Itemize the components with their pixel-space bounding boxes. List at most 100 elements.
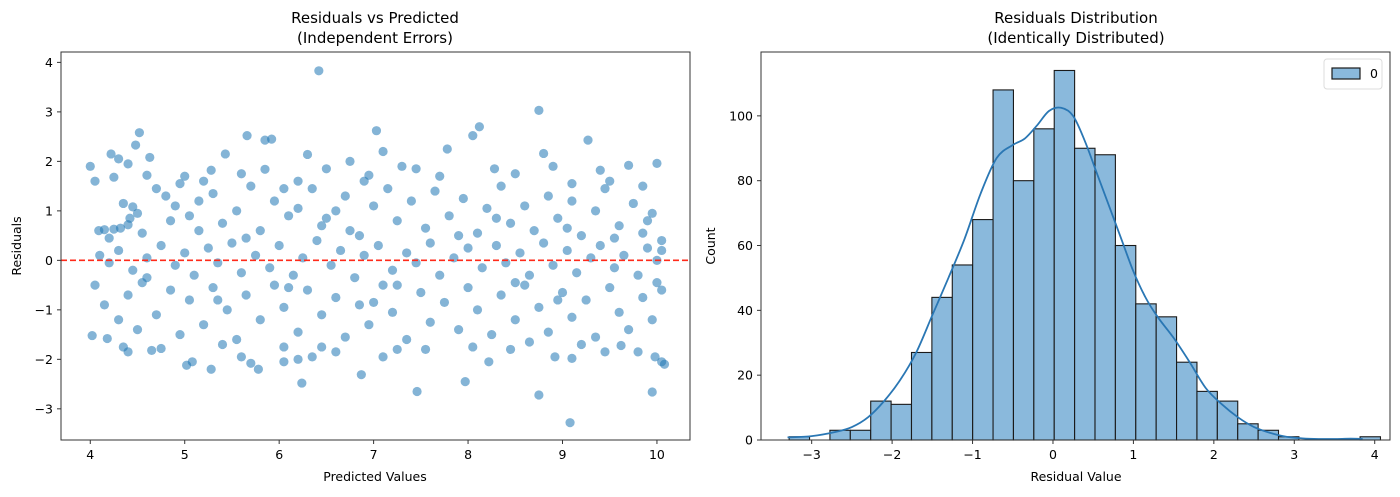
scatter-point: [156, 240, 166, 251]
scatter-point: [345, 226, 355, 236]
left-chart-title-line1: Residuals vs Predicted: [291, 9, 459, 27]
scatter-point: [534, 105, 544, 115]
scatter-point: [505, 218, 516, 228]
scatter-point: [657, 285, 667, 295]
y-tick-label: 4: [45, 55, 53, 70]
histogram-bar: [992, 89, 1014, 441]
x-tick-label: 3: [1290, 447, 1298, 462]
x-tick-label: 6: [275, 447, 283, 462]
scatter-point: [307, 352, 317, 362]
scatter-point: [242, 131, 252, 141]
x-tick-label: 0: [1049, 447, 1057, 462]
scatter-point: [213, 295, 223, 305]
left-x-axis-ticks: 4 5 6 7 8 9 10: [86, 440, 665, 462]
scatter-point: [359, 176, 369, 186]
y-tick-label: −3: [35, 401, 53, 416]
histogram-bar: [1033, 128, 1055, 441]
scatter-point: [460, 377, 470, 387]
scatter-point: [510, 315, 520, 325]
scatter-point: [624, 325, 634, 335]
scatter-point: [557, 287, 568, 298]
histogram-bar: [1012, 180, 1035, 441]
scatter-point: [642, 216, 653, 226]
scatter-point: [331, 292, 341, 303]
scatter-point: [567, 353, 577, 363]
histogram-bars: [788, 69, 1382, 441]
scatter-point: [553, 213, 563, 223]
scatter-point: [484, 357, 494, 367]
scatter-point: [359, 250, 369, 261]
scatter-point: [562, 245, 572, 256]
scatter-point: [269, 196, 280, 206]
scatter-point: [151, 183, 161, 194]
scatter-point: [576, 231, 586, 241]
scatter-point: [331, 347, 341, 357]
scatter-point: [145, 152, 155, 163]
scatter-point: [232, 206, 242, 216]
scatter-point: [354, 300, 365, 310]
legend: 0: [1323, 58, 1383, 90]
scatter-point: [227, 238, 237, 248]
scatter-point: [454, 325, 464, 335]
y-tick-label: 0: [45, 253, 53, 268]
scatter-point: [520, 201, 530, 211]
scatter-point: [125, 213, 135, 223]
scatter-point: [241, 233, 251, 243]
histogram-bar: [972, 219, 994, 441]
scatter-point: [505, 344, 516, 355]
scatter-point: [600, 183, 610, 194]
scatter-point: [284, 282, 294, 293]
scatter-point: [284, 211, 294, 221]
scatter-point: [496, 290, 506, 300]
scatter-point: [279, 302, 289, 312]
scatter-point: [317, 221, 327, 231]
left-chart-title-line2: (Independent Errors): [297, 29, 453, 47]
scatter-point: [548, 260, 558, 270]
scatter-point: [118, 198, 128, 209]
legend-entry-label: 0: [1370, 66, 1378, 81]
scatter-point: [489, 164, 500, 174]
right-x-axis-ticks: −3 −2 −1 0 1 2 3 4: [802, 440, 1379, 462]
legend-swatch-icon: [1331, 67, 1361, 80]
scatter-point: [321, 164, 331, 174]
x-tick-label: 4: [86, 447, 94, 462]
scatter-point: [297, 378, 307, 388]
scatter-point: [265, 263, 275, 273]
scatter-point: [491, 213, 501, 223]
scatter-point: [652, 278, 662, 288]
scatter-point: [633, 270, 643, 280]
scatter-point: [142, 170, 152, 180]
residuals-vs-predicted-chart: Residuals vs Predicted (Independent Erro…: [9, 9, 691, 484]
scatter-point: [114, 245, 124, 256]
scatter-point: [314, 66, 324, 76]
scatter-point: [581, 295, 591, 305]
x-tick-label: 1: [1129, 447, 1137, 462]
scatter-point: [194, 226, 204, 236]
scatter-point: [609, 233, 620, 243]
scatter-point: [638, 181, 648, 191]
y-tick-label: 0: [745, 433, 753, 448]
scatter-point: [340, 191, 350, 201]
scatter-point: [134, 128, 144, 138]
x-tick-label: 9: [559, 447, 567, 462]
scatter-point: [482, 203, 492, 213]
scatter-point: [539, 238, 549, 248]
scatter-point: [392, 280, 402, 290]
scatter-point: [468, 131, 478, 141]
scatter-point: [392, 344, 402, 355]
scatter-point: [90, 280, 100, 290]
scatter-point: [137, 228, 147, 238]
scatter-point: [468, 342, 478, 352]
scatter-point: [95, 250, 105, 261]
scatter-point: [567, 179, 577, 189]
scatter-point: [246, 358, 256, 368]
scatter-point: [279, 342, 289, 352]
y-tick-label: 60: [737, 238, 753, 253]
scatter-point: [659, 359, 670, 369]
scatter-point: [293, 327, 303, 337]
scatter-point: [590, 332, 601, 342]
scatter-point: [317, 342, 327, 352]
x-tick-label: 7: [370, 447, 378, 462]
histogram-bar: [1196, 390, 1218, 441]
scatter-point: [87, 330, 97, 341]
